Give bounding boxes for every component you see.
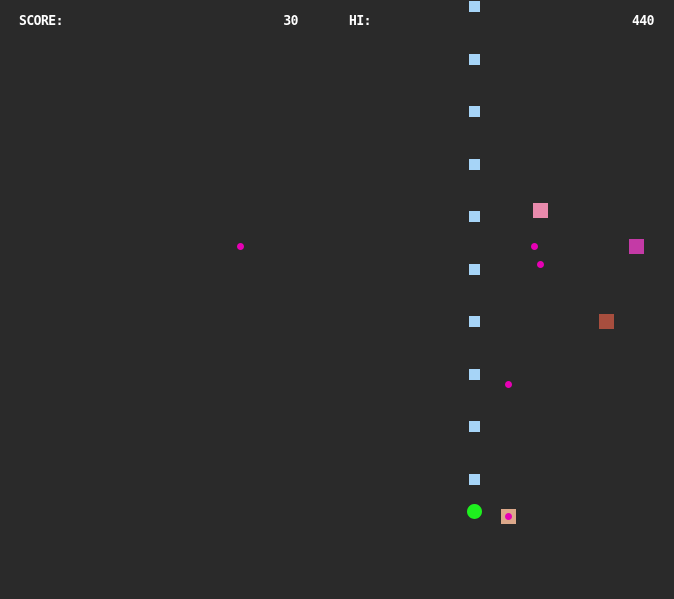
score-value: 30 <box>283 14 298 29</box>
trail-block <box>469 368 480 380</box>
enemy-bullet <box>531 243 538 250</box>
trail-block <box>469 158 480 170</box>
trail-block <box>469 263 480 275</box>
trail-block <box>469 473 480 485</box>
trail-block <box>469 211 480 222</box>
trail-block <box>469 421 480 432</box>
hi-score-value: 440 <box>632 14 654 29</box>
player-ship <box>467 504 482 519</box>
enemy-pink-square <box>533 203 548 218</box>
enemy-bullet <box>505 513 512 520</box>
enemy-magenta-square <box>629 239 644 254</box>
enemy-brown-square <box>599 314 614 329</box>
enemy-bullet <box>505 381 512 388</box>
enemy-bullet <box>237 243 244 250</box>
hi-score-label: HI: <box>349 14 371 29</box>
enemy-bullet <box>537 261 544 268</box>
trail-block <box>469 1 480 12</box>
trail-block <box>469 53 480 65</box>
trail-block <box>469 106 480 117</box>
score-label: SCORE: <box>19 14 63 29</box>
trail-block <box>469 316 480 327</box>
